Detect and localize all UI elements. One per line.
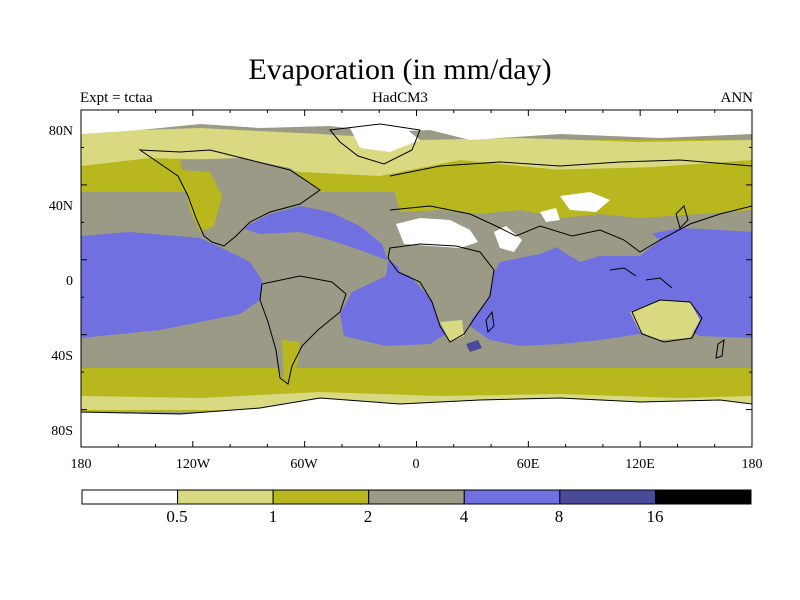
model-label: HadCM3 [372,90,428,106]
color-bar-box [368,489,465,505]
coast-madagascar [485,310,495,334]
field-eurasia [390,166,752,218]
coast-new-zealand [715,338,725,359]
field-central-asia [560,192,610,212]
coast-japan [675,205,689,229]
map-ticks [80,109,753,448]
field-north-america-west [180,170,222,232]
lat-tick-label: 80S [51,424,73,439]
color-bar-box [81,489,179,505]
lat-tick-label: 40N [49,199,73,214]
color-bar-labels: 0.5 1 2 4 8 16 [166,507,663,526]
lat-tick-label: 80N [49,124,73,139]
field-agulhas [466,340,482,352]
field-arctic [81,110,752,140]
field-sahara [396,218,478,248]
color-bar-label: 16 [647,507,664,526]
lat-tick-label: 0 [66,274,73,289]
lon-tick-label: 120W [176,457,211,472]
lon-tick-label: 0 [413,457,420,472]
color-bar-label: 1 [269,507,278,526]
experiment-label: Expt = tctaa [80,90,153,106]
map-field [81,110,752,447]
color-bar-label: 4 [460,507,469,526]
coast-australia [631,299,703,343]
field-southern-africa-dry [440,320,464,342]
field-patagonia [282,340,300,384]
lon-tick-label: 60E [517,457,540,472]
lon-tick-label: 180 [71,457,92,472]
field-south-america [262,278,344,382]
coast-eurasia [389,159,752,253]
color-bar-box [559,489,656,505]
lat-tick-label: 40S [51,349,73,364]
field-arabia [494,226,522,252]
field-south-asia [540,220,660,262]
color-bar-label: 2 [364,507,373,526]
lon-axis: 180 120W 60W 0 60E 120E 180 [71,457,763,472]
field-north-america [180,158,320,244]
season-label: ANN [720,90,754,106]
lon-tick-label: 180 [742,457,763,472]
color-bar-box [463,489,561,505]
color-bar [81,489,752,505]
field-pacific-east [81,232,262,338]
color-bar-box [177,489,274,505]
coastlines [81,123,752,415]
color-bar-box [272,489,370,505]
lon-tick-label: 60W [290,457,318,472]
color-bar-label: 0.5 [166,507,187,526]
field-australia [630,300,700,340]
coast-north-america [138,149,321,247]
coast-africa [387,243,495,343]
field-africa [392,246,494,340]
coast-greenland [329,123,421,165]
coast-south-america [259,275,347,385]
field-tibet [540,208,560,222]
field-antarctic [81,398,752,447]
color-bar-label: 8 [555,507,564,526]
lat-axis: 80N 40N 0 40S 80S [49,124,73,439]
color-bar-box [654,489,752,505]
coast-indonesia [609,267,673,289]
coast-antarctica [81,397,752,415]
field-atlantic [210,206,446,346]
field-greenland-edge [350,124,420,152]
lon-tick-label: 120E [625,457,655,472]
map-title: Evaporation (in mm/day) [248,53,552,86]
